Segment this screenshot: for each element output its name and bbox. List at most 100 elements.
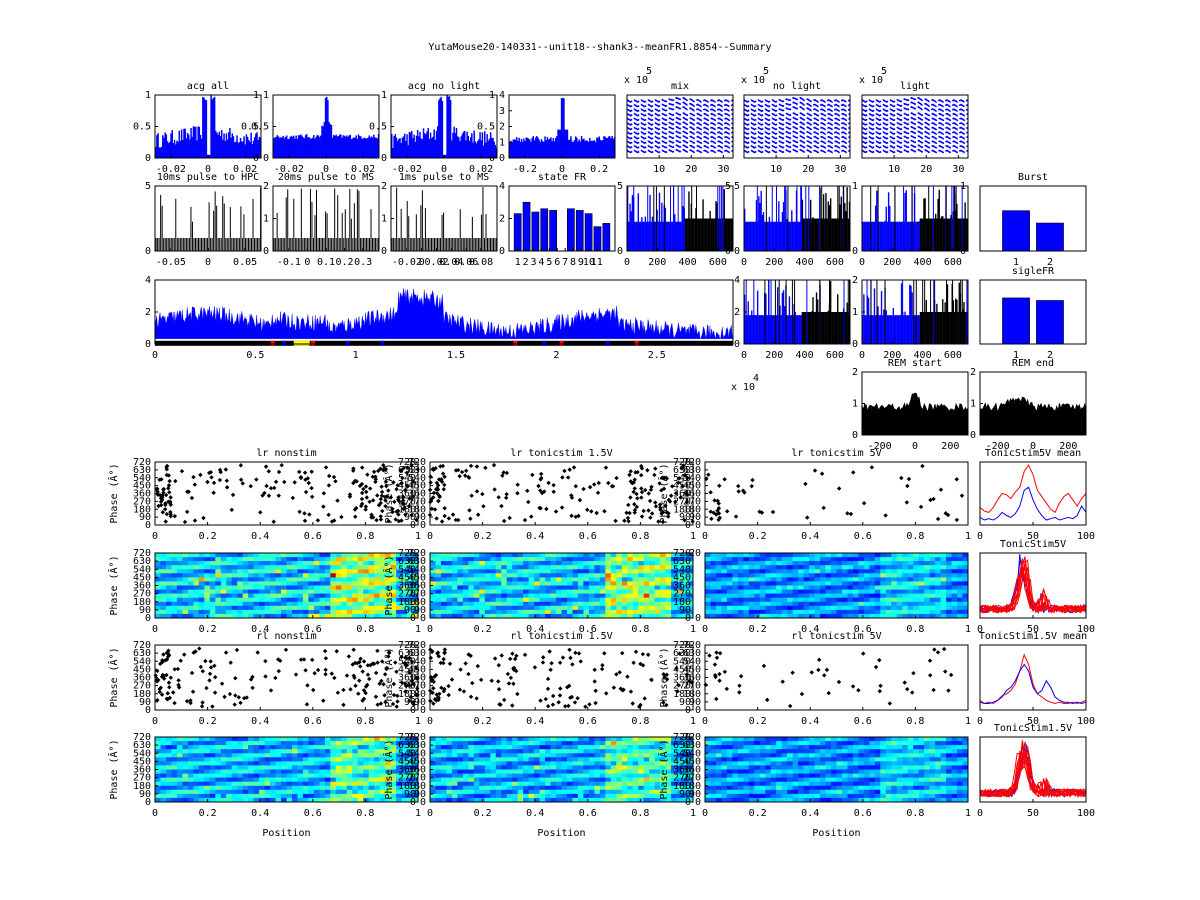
x-tick-label: -200 <box>986 441 1010 452</box>
heat-cell <box>896 593 903 599</box>
heat-cell <box>396 569 403 574</box>
heat-cell <box>275 597 282 603</box>
heat-cell <box>166 605 172 611</box>
heat-cell <box>270 589 277 595</box>
heat-cell <box>863 613 870 619</box>
bar <box>801 199 804 251</box>
heat-cell <box>286 593 293 599</box>
spike-marker <box>506 681 512 686</box>
heat-cell <box>649 565 656 570</box>
bar <box>470 238 472 251</box>
heat-cell <box>814 597 821 603</box>
series-line <box>861 125 969 131</box>
heat-cell <box>776 553 783 558</box>
bar <box>754 315 756 344</box>
heat-cell <box>957 593 963 599</box>
heat-cell <box>572 609 579 615</box>
heat-cell <box>759 557 766 562</box>
spike-marker <box>551 489 556 495</box>
heat-cell <box>754 605 761 611</box>
bar <box>759 203 761 251</box>
heat-cell <box>721 585 728 591</box>
heat-cell <box>627 577 634 582</box>
heat-cell <box>166 569 172 574</box>
heat-cell <box>710 609 717 615</box>
heat-cell <box>446 589 453 595</box>
heat-cell <box>313 577 320 582</box>
spike-marker <box>378 514 383 519</box>
heat-cell <box>687 581 694 586</box>
heat-cell <box>902 573 909 578</box>
heat-cell <box>330 585 337 591</box>
heat-cell <box>627 565 634 570</box>
spike-marker <box>505 671 511 677</box>
heat-cell <box>682 577 688 582</box>
heat-cell <box>330 561 337 566</box>
heat-cell <box>885 561 892 566</box>
bar <box>484 131 486 158</box>
heat-cell <box>705 593 711 599</box>
heat-cell <box>446 561 453 566</box>
heat-cell <box>770 553 777 558</box>
axes-frame <box>429 644 694 711</box>
heat-cell <box>523 573 530 578</box>
heat-cell <box>754 561 761 566</box>
spike-marker <box>438 660 443 666</box>
spike-marker <box>224 478 229 483</box>
spike-marker <box>363 690 368 696</box>
series-line <box>743 112 851 117</box>
heat-cell <box>940 605 947 611</box>
bar <box>867 297 870 344</box>
spike-marker <box>172 667 177 672</box>
bar <box>509 141 511 158</box>
heat-cell <box>435 553 442 558</box>
spike-marker <box>369 512 374 517</box>
heat-cell <box>341 609 348 615</box>
heat-cell <box>616 565 623 570</box>
heat-cell <box>842 589 848 595</box>
heat-cell <box>286 609 293 615</box>
heat-cell <box>308 565 315 570</box>
spike-marker <box>673 499 678 504</box>
bar <box>333 134 335 158</box>
chart-title: light <box>900 81 930 92</box>
spike-marker <box>685 475 690 481</box>
spike-marker <box>393 517 398 522</box>
spike-marker <box>405 465 410 470</box>
bar <box>156 135 158 158</box>
bar <box>558 129 560 158</box>
heat-cell <box>407 609 413 615</box>
heat-cell <box>204 557 211 562</box>
heat-cell <box>187 597 194 603</box>
heat-cell <box>676 553 683 558</box>
heat-cell <box>951 601 958 607</box>
heat-cell <box>242 557 249 562</box>
bar <box>450 238 452 251</box>
heat-cell <box>473 601 480 607</box>
heat-cell <box>572 573 579 578</box>
heat-cell <box>957 565 963 570</box>
y-tick-label: 0.5 <box>251 122 269 133</box>
heat-cell <box>792 569 799 574</box>
bar <box>963 302 965 344</box>
bar <box>831 312 833 344</box>
bar <box>328 122 330 158</box>
heat-cell <box>319 609 326 615</box>
bar <box>443 212 445 251</box>
spike-marker <box>224 485 230 490</box>
spike-marker <box>706 472 711 477</box>
heat-cell <box>166 561 172 566</box>
heat-cell <box>737 589 744 595</box>
spike-marker <box>347 492 353 497</box>
heat-cell <box>302 605 309 611</box>
spike-marker <box>367 486 373 491</box>
heat-cell <box>814 565 821 570</box>
bar <box>321 125 323 158</box>
x-tick-label: 8 <box>570 257 576 268</box>
heat-cell <box>523 601 530 607</box>
heat-cell <box>643 565 650 570</box>
bar <box>606 138 609 158</box>
heat-cell <box>820 565 827 570</box>
y-tick-label: 270 <box>408 589 426 600</box>
bar <box>240 206 242 251</box>
